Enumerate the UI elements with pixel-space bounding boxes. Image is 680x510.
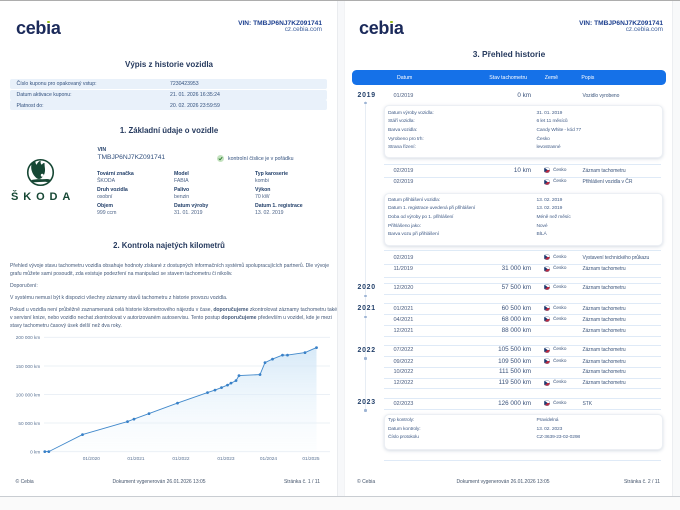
- svg-text:01/2024: 01/2024: [260, 456, 278, 462]
- svg-text:01/2022: 01/2022: [172, 456, 190, 462]
- svg-text:100 000 km: 100 000 km: [16, 392, 41, 397]
- svg-text:01/2023: 01/2023: [217, 456, 235, 462]
- svg-text:50 000 km: 50 000 km: [18, 421, 40, 426]
- svg-text:150 000 km: 150 000 km: [16, 364, 41, 369]
- svg-text:01/2025: 01/2025: [302, 456, 320, 462]
- svg-text:200 000 km: 200 000 km: [16, 335, 41, 340]
- svg-text:01/2021: 01/2021: [127, 456, 145, 462]
- svg-text:0 km: 0 km: [30, 449, 40, 454]
- svg-text:01/2020: 01/2020: [83, 456, 101, 462]
